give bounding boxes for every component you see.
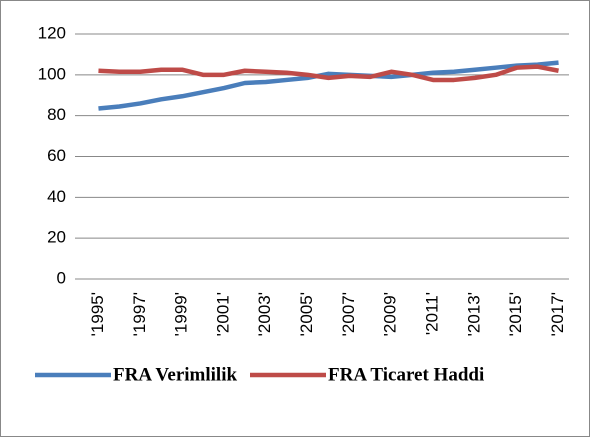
x-tick-label: '1995' — [88, 292, 107, 336]
x-tick-label: '2017' — [548, 292, 567, 336]
y-tick-label: 120 — [38, 23, 66, 42]
series-line — [98, 60, 559, 111]
y-tick-label: 20 — [47, 228, 66, 247]
x-tick-label: '2003' — [255, 292, 274, 336]
series-line — [98, 64, 559, 83]
x-tick-label: '1997' — [130, 292, 149, 336]
legend-text: FRA Ticaret Haddi — [328, 364, 484, 385]
x-tick-label: '2001' — [213, 292, 232, 336]
y-tick-label: 80 — [47, 105, 66, 124]
x-tick-label: '2011' — [423, 292, 442, 335]
x-tick-label: '2007' — [339, 292, 358, 336]
y-tick-label: 100 — [38, 64, 66, 83]
x-tick-label: '2009' — [381, 292, 400, 336]
y-tick-label: 40 — [47, 187, 66, 206]
legend-text: FRA Verimlilik — [113, 364, 237, 385]
x-tick-label: '2013' — [464, 292, 483, 336]
y-tick-label: 0 — [57, 268, 66, 287]
y-tick-label: 60 — [47, 146, 66, 165]
x-tick-label: '1999' — [172, 292, 191, 336]
x-tick-label: '2015' — [506, 292, 525, 336]
x-tick-label: '2005' — [297, 292, 316, 336]
